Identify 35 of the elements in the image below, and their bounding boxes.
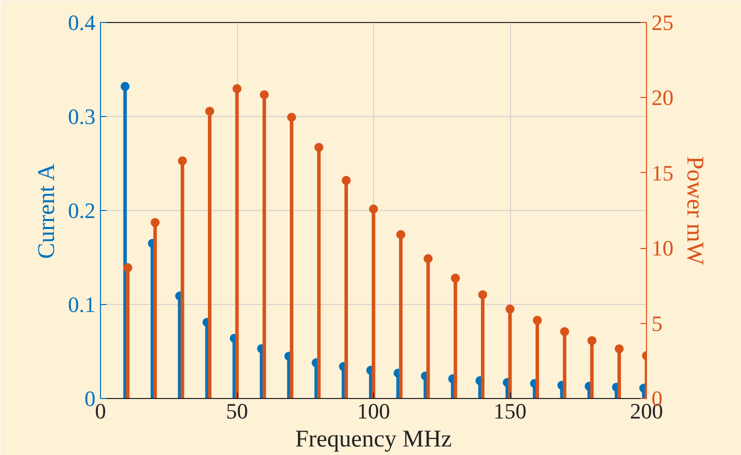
point <box>396 230 406 240</box>
y2-tick-label: 5 <box>652 310 662 336</box>
y-tick-label: 0.1 <box>68 292 96 317</box>
point <box>424 254 433 264</box>
x-axis-title: Frequency MHz <box>295 426 452 452</box>
y2-tick-label: 25 <box>652 10 674 35</box>
point <box>205 106 214 116</box>
y-tick-label: 0.4 <box>68 10 96 35</box>
point <box>587 336 596 346</box>
point <box>506 304 514 314</box>
point <box>314 142 324 152</box>
y-tick-label: 0.2 <box>68 198 96 223</box>
point <box>450 274 460 283</box>
point <box>232 84 242 94</box>
point <box>150 218 160 228</box>
point <box>342 176 351 185</box>
point <box>369 204 378 214</box>
point <box>614 344 624 354</box>
y2-tick-label: 15 <box>652 160 674 186</box>
point <box>123 263 132 272</box>
y-axis-title: Current A <box>34 162 60 259</box>
y2-tick-label: 10 <box>652 236 674 261</box>
x-tick-label: 100 <box>357 398 390 424</box>
y-tick-label: 0.3 <box>68 104 96 129</box>
point <box>478 290 488 300</box>
point <box>178 156 187 166</box>
point <box>287 112 296 122</box>
x-tick-label: 150 <box>494 398 526 424</box>
point <box>560 327 570 336</box>
y2-axis-title: Power mW <box>682 156 708 266</box>
point <box>120 82 130 91</box>
point <box>532 316 542 325</box>
y2-tick-label: 20 <box>652 85 674 110</box>
point <box>260 90 269 100</box>
x-tick-label: 50 <box>226 398 248 424</box>
